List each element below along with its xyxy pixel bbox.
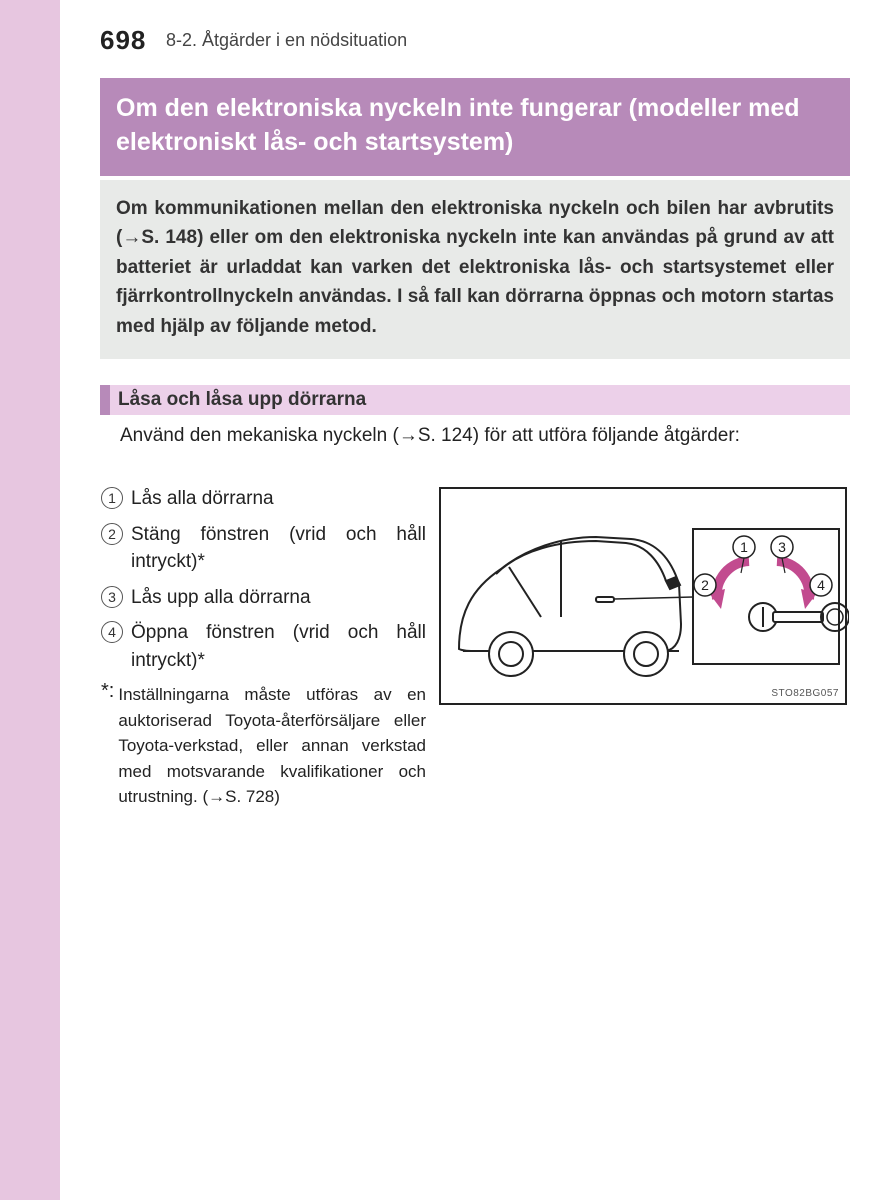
list-item-text: Lås upp alla dörrarna <box>131 584 311 612</box>
numbered-list: 1 Lås alla dörrarna 2 Stäng fönstren (vr… <box>101 485 426 810</box>
page-title: Om den elektroniska nyckeln inte fungera… <box>100 78 850 176</box>
footnote-text: Inställningarna måste utföras av en aukt… <box>118 682 426 810</box>
section-heading: Låsa och låsa upp dörrarna <box>100 385 850 415</box>
list-item: 1 Lås alla dörrarna <box>101 485 426 513</box>
list-item-text: Stäng fönstren (vrid och håll intryckt)* <box>131 521 426 576</box>
list-item: 3 Lås upp alla dörrarna <box>101 584 426 612</box>
callout-2: 2 <box>701 577 709 593</box>
list-item-text: Lås alla dörrarna <box>131 485 274 513</box>
instruction-figure: 1 2 3 4 STO82BG057 <box>439 487 847 705</box>
car-key-diagram: 1 2 3 4 <box>441 489 849 707</box>
intro-paragraph: Om kommunikationen mellan den elektronis… <box>100 180 850 359</box>
footnote-mark: *: <box>101 680 114 703</box>
callout-1: 1 <box>740 539 748 555</box>
figure-code: STO82BG057 <box>771 688 839 699</box>
page-number: 698 <box>100 25 146 56</box>
list-number-icon: 4 <box>101 621 123 643</box>
callout-4: 4 <box>817 577 825 593</box>
list-number-icon: 3 <box>101 586 123 608</box>
body-paragraph: Använd den mekaniska nyckeln (→S. 124) f… <box>120 422 850 451</box>
list-number-icon: 2 <box>101 523 123 545</box>
list-item-text: Öppna fönstren (vrid och håll intryckt)* <box>131 619 426 674</box>
breadcrumb: 8-2. Åtgärder i en nödsituation <box>166 30 407 51</box>
side-tab <box>0 0 60 1200</box>
callout-3: 3 <box>778 539 786 555</box>
list-item: 4 Öppna fönstren (vrid och håll intryckt… <box>101 619 426 674</box>
footnote: *: Inställningarna måste utföras av en a… <box>101 682 426 810</box>
list-number-icon: 1 <box>101 487 123 509</box>
list-item: 2 Stäng fönstren (vrid och håll intryckt… <box>101 521 426 576</box>
